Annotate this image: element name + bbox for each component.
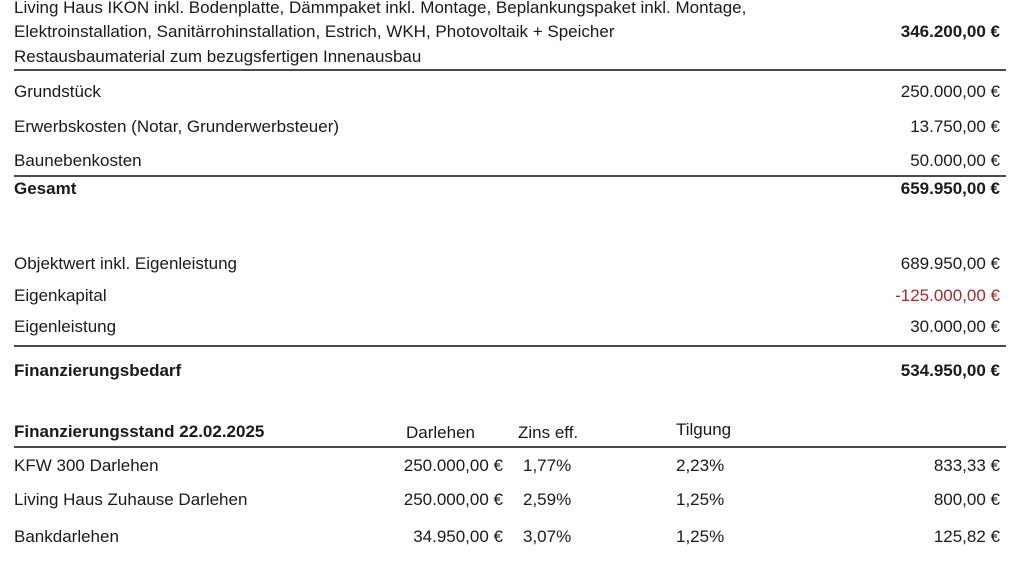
cost-item-amount: 250.000,00 € bbox=[900, 82, 1000, 101]
divider bbox=[14, 446, 1006, 448]
loan-repayment: 1,25% bbox=[676, 490, 725, 509]
loan-name: KFW 300 Darlehen bbox=[14, 456, 159, 475]
total-label: Gesamt bbox=[14, 179, 77, 198]
loan-name: Living Haus Zuhause Darlehen bbox=[14, 490, 248, 509]
divider bbox=[14, 175, 1006, 177]
financing-item-label: Objektwert inkl. Eigenleistung bbox=[14, 254, 238, 273]
house-description-line-3: Restausbaumaterial zum bezugsfertigen In… bbox=[14, 47, 422, 66]
loan-amount: 250.000,00 € bbox=[403, 456, 503, 475]
house-description-line-1: Living Haus IKON inkl. Bodenplatte, Dämm… bbox=[14, 0, 747, 17]
loans-title: Finanzierungsstand 22.02.2025 bbox=[14, 422, 265, 441]
equity-amount: -125.000,00 € bbox=[895, 286, 1000, 305]
total-amount: 659.950,00 € bbox=[900, 179, 1000, 198]
loan-rate: 2,59% bbox=[523, 490, 572, 509]
loan-monthly: 833,33 € bbox=[933, 456, 1000, 475]
loan-repayment: 1,25% bbox=[676, 527, 725, 546]
financing-item-amount: 689.950,00 € bbox=[900, 254, 1000, 273]
loan-rate: 1,77% bbox=[523, 456, 572, 475]
financing-item-label: Eigenkapital bbox=[14, 286, 107, 305]
cost-item-amount: 13.750,00 € bbox=[910, 117, 1000, 136]
loan-repayment: 2,23% bbox=[676, 456, 725, 475]
house-amount: 346.200,00 € bbox=[900, 22, 1000, 41]
header-repayment: Tilgung bbox=[676, 420, 732, 439]
divider bbox=[14, 69, 1006, 71]
cost-item-label: Baunebenkosten bbox=[14, 151, 142, 170]
cost-item-label: Grundstück bbox=[14, 82, 101, 101]
loan-rate: 3,07% bbox=[523, 527, 572, 546]
loan-monthly: 125,82 € bbox=[933, 527, 1000, 546]
cost-item-label: Erwerbskosten (Notar, Grunderwerbsteuer) bbox=[14, 117, 340, 136]
cost-item-amount: 50.000,00 € bbox=[910, 151, 1000, 170]
house-description-line-2: Elektroinstallation, Sanitärrohinstallat… bbox=[14, 22, 615, 41]
financing-item-amount: 30.000,00 € bbox=[910, 317, 1000, 336]
header-amount: Darlehen bbox=[406, 423, 475, 442]
divider bbox=[14, 345, 1006, 347]
financing-need-label: Finanzierungsbedarf bbox=[14, 361, 182, 380]
financing-item-label: Eigenleistung bbox=[14, 317, 117, 336]
loan-amount: 34.950,00 € bbox=[413, 527, 503, 546]
header-rate: Zins eff. bbox=[518, 423, 579, 442]
loan-amount: 250.000,00 € bbox=[403, 490, 503, 509]
loan-name: Bankdarlehen bbox=[14, 527, 119, 546]
financing-need-amount: 534.950,00 € bbox=[900, 361, 1000, 380]
loan-monthly: 800,00 € bbox=[933, 490, 1000, 509]
